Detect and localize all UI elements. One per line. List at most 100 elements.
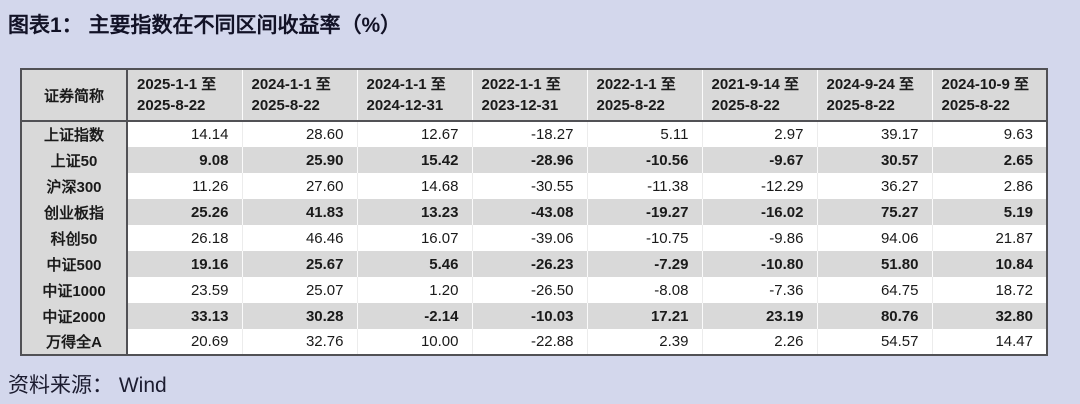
- row-label: 创业板指: [21, 199, 128, 225]
- value-cell: 2.97: [701, 121, 817, 147]
- header-row: 证券简称 2025-1-1 至 2025-8-22 2024-1-1 至 2025-8-…: [21, 69, 1047, 121]
- period-start: 2024-10-9 至: [941, 76, 1030, 93]
- value-cell: -9.86: [701, 225, 817, 251]
- value-cell: 10.00: [356, 329, 472, 355]
- period-header-cell: 2024-1-1 至 2024-12-31: [356, 69, 472, 121]
- row-label: 上证指数: [21, 121, 128, 147]
- value-cell: -8.08: [586, 277, 702, 303]
- period-start: 2021-9-14 至: [711, 76, 800, 93]
- value-cell: 94.06: [816, 225, 932, 251]
- value-cell: 5.46: [356, 251, 472, 277]
- value-cell: -9.67: [701, 147, 817, 173]
- data-source-note: 资料来源： Wind: [8, 374, 167, 397]
- value-cell: 32.80: [931, 303, 1047, 329]
- value-cell: 2.65: [931, 147, 1047, 173]
- value-cell: 1.20: [356, 277, 472, 303]
- table-row: 中证500 19.16 25.67 5.46 -26.23 -7.29 -10.80 51.8…: [21, 251, 1047, 277]
- index-header-cell: 证券简称: [21, 69, 128, 121]
- row-label: 上证50: [21, 147, 128, 173]
- value-cell: 30.57: [816, 147, 932, 173]
- table-row: 上证指数 14.14 28.60 12.67 -18.27 5.11 2.97 39.17 9.…: [21, 121, 1047, 147]
- table-row: 万得全A 20.69 32.76 10.00 -22.88 2.39 2.26 54.57 14…: [21, 329, 1047, 355]
- value-cell: 19.16: [127, 251, 242, 277]
- row-label: 万得全A: [21, 329, 128, 355]
- value-cell: -26.23: [471, 251, 587, 277]
- value-cell: 12.67: [356, 121, 472, 147]
- value-cell: 26.18: [127, 225, 242, 251]
- value-cell: -26.50: [471, 277, 587, 303]
- period-end: 2025-8-22: [941, 97, 1010, 114]
- value-cell: 14.14: [127, 121, 242, 147]
- period-end: 2025-8-22: [826, 97, 895, 114]
- value-cell: 5.11: [586, 121, 702, 147]
- value-cell: -10.56: [586, 147, 702, 173]
- value-cell: -19.27: [586, 199, 702, 225]
- period-end: 2023-12-31: [481, 97, 559, 114]
- table-header: 证券简称 2025-1-1 至 2025-8-22 2024-1-1 至 2025-8-…: [21, 69, 1047, 121]
- period-start: 2024-1-1 至: [251, 76, 331, 93]
- period-end: 2025-8-22: [137, 97, 206, 114]
- value-cell: 46.46: [241, 225, 357, 251]
- value-cell: 51.80: [816, 251, 932, 277]
- value-cell: 23.19: [701, 303, 817, 329]
- value-cell: -28.96: [471, 147, 587, 173]
- period-end: 2025-8-22: [596, 97, 665, 114]
- value-cell: 25.07: [241, 277, 357, 303]
- period-start: 2025-1-1 至: [137, 76, 217, 93]
- value-cell: 16.07: [356, 225, 472, 251]
- row-label: 科创50: [21, 225, 128, 251]
- period-header-cell: 2024-9-24 至 2025-8-22: [816, 69, 932, 121]
- value-cell: 80.76: [816, 303, 932, 329]
- value-cell: -22.88: [471, 329, 587, 355]
- value-cell: 14.68: [356, 173, 472, 199]
- value-cell: 30.28: [241, 303, 357, 329]
- period-header-cell: 2022-1-1 至 2023-12-31: [471, 69, 587, 121]
- value-cell: 36.27: [816, 173, 932, 199]
- value-cell: -43.08: [471, 199, 587, 225]
- table-row: 上证50 9.08 25.90 15.42 -28.96 -10.56 -9.67 30.57…: [21, 147, 1047, 173]
- value-cell: -11.38: [586, 173, 702, 199]
- period-header-cell: 2024-10-9 至 2025-8-22: [931, 69, 1047, 121]
- table-body: 上证指数 14.14 28.60 12.67 -18.27 5.11 2.97 39.17 9.…: [21, 121, 1047, 355]
- value-cell: -39.06: [471, 225, 587, 251]
- table-row: 沪深300 11.26 27.60 14.68 -30.55 -11.38 -12.29 36…: [21, 173, 1047, 199]
- value-cell: 5.19: [931, 199, 1047, 225]
- value-cell: 25.90: [241, 147, 357, 173]
- period-start: 2024-1-1 至: [366, 76, 446, 93]
- table-row: 中证2000 33.13 30.28 -2.14 -10.03 17.21 23.19 80.…: [21, 303, 1047, 329]
- period-end: 2025-8-22: [251, 97, 320, 114]
- value-cell: 15.42: [356, 147, 472, 173]
- period-start: 2022-1-1 至: [481, 76, 561, 93]
- row-label: 中证2000: [21, 303, 128, 329]
- value-cell: -10.03: [471, 303, 587, 329]
- value-cell: 23.59: [127, 277, 242, 303]
- period-start: 2024-9-24 至: [826, 76, 915, 93]
- row-label: 中证500: [21, 251, 128, 277]
- value-cell: 28.60: [241, 121, 357, 147]
- value-cell: 25.67: [241, 251, 357, 277]
- period-end: 2024-12-31: [366, 97, 444, 114]
- value-cell: 2.86: [931, 173, 1047, 199]
- value-cell: 64.75: [816, 277, 932, 303]
- table-row: 创业板指 25.26 41.83 13.23 -43.08 -19.27 -16.02 75.…: [21, 199, 1047, 225]
- value-cell: -18.27: [471, 121, 587, 147]
- value-cell: 21.87: [931, 225, 1047, 251]
- value-cell: -2.14: [356, 303, 472, 329]
- value-cell: 54.57: [816, 329, 932, 355]
- period-header-cell: 2025-1-1 至 2025-8-22: [126, 69, 242, 121]
- value-cell: 2.39: [586, 329, 702, 355]
- value-cell: -12.29: [701, 173, 817, 199]
- value-cell: -7.36: [701, 277, 817, 303]
- value-cell: -16.02: [701, 199, 817, 225]
- value-cell: -10.75: [586, 225, 702, 251]
- value-cell: 14.47: [931, 329, 1047, 355]
- period-header-cell: 2024-1-1 至 2025-8-22: [241, 69, 357, 121]
- value-cell: 13.23: [356, 199, 472, 225]
- value-cell: 25.26: [127, 199, 242, 225]
- value-cell: 9.08: [127, 147, 242, 173]
- row-label: 中证1000: [21, 277, 128, 303]
- table-row: 中证1000 23.59 25.07 1.20 -26.50 -8.08 -7.36 64.7…: [21, 277, 1047, 303]
- figure-title: 图表1： 主要指数在不同区间收益率（%）: [8, 14, 402, 37]
- value-cell: 75.27: [816, 199, 932, 225]
